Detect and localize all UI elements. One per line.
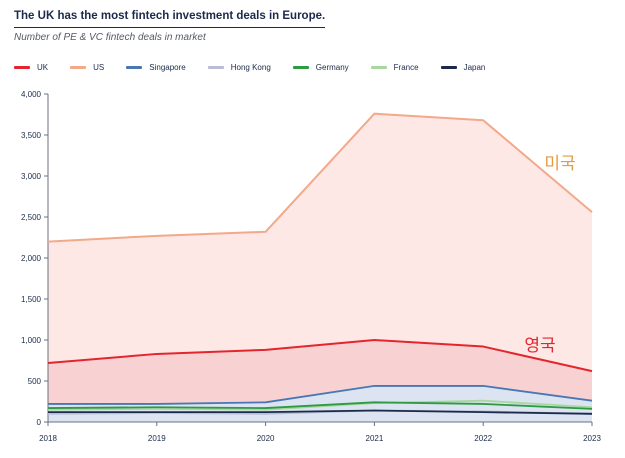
legend-item-france: France	[370, 63, 419, 72]
y-tick-label: 3,000	[21, 172, 42, 181]
legend-item-singapore: Singapore	[126, 63, 186, 72]
series-line-uk	[47, 339, 593, 373]
legend-label: Singapore	[149, 63, 186, 72]
legend-item-uk: UK	[14, 63, 48, 72]
legend-swatch	[126, 66, 143, 69]
x-tick-label: 2018	[39, 434, 57, 443]
legend-item-japan: Japan	[440, 63, 486, 72]
legend-item-hong-kong: Hong Kong	[207, 63, 271, 72]
legend-label: US	[93, 63, 105, 72]
series-line-france	[47, 399, 593, 411]
y-tick-label: 1,500	[21, 295, 42, 304]
annotation-label: 미국	[544, 154, 575, 173]
legend-item-germany: Germany	[292, 63, 349, 72]
x-tick-label: 2021	[366, 434, 384, 443]
legend-swatch	[440, 66, 457, 69]
legend-swatch	[292, 66, 309, 69]
series-line-singapore	[48, 385, 593, 405]
y-tick-label: 4,000	[21, 90, 42, 99]
legend-label: Hong Kong	[230, 63, 271, 72]
legend-swatch	[207, 66, 224, 69]
x-tick-label: 2022	[474, 434, 492, 443]
series-line-germany	[47, 401, 593, 410]
y-tick-label: 2,000	[21, 254, 42, 263]
y-tick-label: 3,500	[21, 131, 42, 140]
legend-label: Japan	[463, 63, 486, 72]
chart-subtitle: Number of PE & VC fintech deals in marke…	[14, 32, 206, 43]
x-tick-label: 2019	[148, 434, 166, 443]
chart-legend: UK US Singapore Hong Kong Germany France Japan	[14, 63, 507, 72]
legend-label: Germany	[315, 63, 349, 72]
chart-title: The UK has the most fintech investment d…	[14, 10, 326, 28]
y-tick-label: 2,500	[21, 213, 42, 222]
legend-swatch	[14, 66, 30, 69]
legend-swatch	[370, 66, 387, 69]
legend-label: UK	[37, 63, 49, 72]
y-tick-label: 500	[28, 377, 42, 386]
legend-label: France	[393, 63, 419, 72]
y-tick-label: 0	[37, 418, 42, 427]
series-line-japan	[48, 409, 593, 415]
series-line-us	[47, 112, 593, 243]
legend-item-us: US	[70, 63, 104, 72]
legend-swatch	[70, 66, 87, 69]
y-tick-label: 1,000	[21, 336, 42, 345]
annotation-label: 영국	[524, 336, 555, 355]
x-tick-label: 2023	[583, 434, 601, 443]
x-tick-label: 2020	[257, 434, 275, 443]
